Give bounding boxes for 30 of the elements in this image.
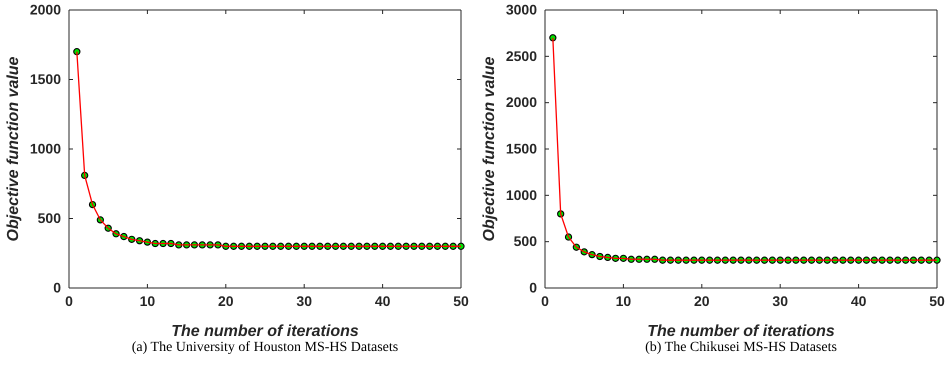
y-tick-label: 500 bbox=[514, 233, 538, 250]
y-tick-label: 2000 bbox=[30, 1, 62, 18]
x-tick-label: 0 bbox=[65, 292, 74, 309]
y-tick-label: 1500 bbox=[506, 140, 538, 156]
text: (b) The Chikusei MS-HS Datasets bbox=[645, 340, 837, 355]
x-tick-label: 30 bbox=[772, 292, 788, 309]
x-tick-label: 40 bbox=[850, 292, 867, 309]
y-axis-title: Objective function value bbox=[481, 56, 498, 242]
x-tick-label: 20 bbox=[694, 292, 710, 309]
y-tick-label: 1500 bbox=[30, 70, 62, 87]
x-axis-title: The number of iterations bbox=[647, 323, 835, 340]
y-tick-label: 1000 bbox=[506, 186, 538, 203]
x-tick-label: 30 bbox=[296, 292, 312, 309]
x-axis-title: The number of iterations bbox=[171, 323, 359, 340]
x-tick-label: 50 bbox=[929, 292, 945, 309]
x-tick-label: 20 bbox=[218, 292, 234, 309]
x-tick-label: 10 bbox=[140, 292, 156, 309]
y-tick-label: 3000 bbox=[506, 1, 538, 18]
text: (a) The University of Houston MS-HS Datasets bbox=[132, 340, 398, 355]
x-tick-label: 10 bbox=[616, 292, 632, 309]
x-tick-label: 40 bbox=[374, 292, 391, 309]
y-tick-label: 2000 bbox=[506, 94, 538, 110]
y-tick-label: 500 bbox=[38, 210, 62, 226]
y-tick-label: 2500 bbox=[506, 48, 538, 64]
x-tick-label: 50 bbox=[453, 292, 469, 309]
x-tick-label: 0 bbox=[541, 292, 550, 309]
y-tick-label: 1000 bbox=[30, 140, 62, 156]
y-tick-label: 0 bbox=[529, 279, 538, 296]
y-axis-title: Objective function value bbox=[5, 56, 22, 242]
y-tick-label: 0 bbox=[53, 279, 62, 296]
